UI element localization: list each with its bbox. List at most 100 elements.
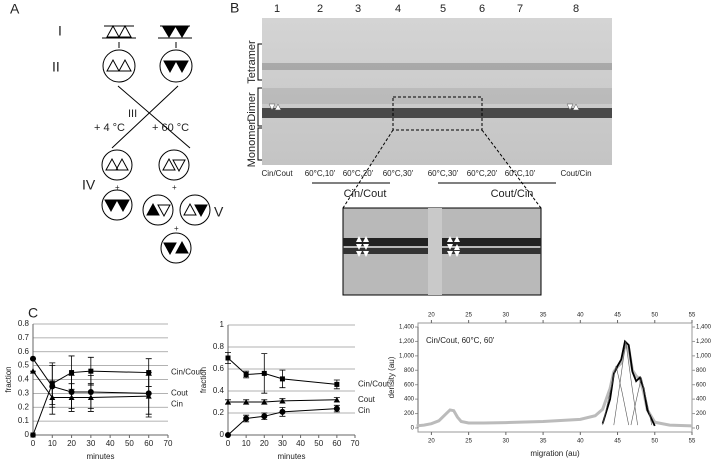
y2-tick-label: 1,200 xyxy=(696,339,712,345)
condition: + 60 °C xyxy=(152,122,189,134)
x-tick-label: 0 xyxy=(31,439,36,448)
marker xyxy=(88,368,94,374)
panel-label: B xyxy=(230,0,239,16)
x-tick-label: 70 xyxy=(164,439,173,448)
x-tick-label: 60 xyxy=(332,439,341,448)
x-tick-label: 30 xyxy=(86,439,95,448)
x-tick-label: 60 xyxy=(144,439,153,448)
marker xyxy=(243,415,250,422)
marker xyxy=(279,408,286,415)
y-tick-label: 0 xyxy=(25,430,30,439)
x-tick-label: 50 xyxy=(314,439,323,448)
lanes: 1 Cin/Cout 2 60°C,10' 3 60°C,20' 4 60°C,30' 5 60°… xyxy=(261,3,591,178)
marker xyxy=(225,432,231,438)
x-tick-label: 55 xyxy=(689,439,696,445)
series-line xyxy=(416,342,693,428)
marker xyxy=(30,432,36,438)
marker xyxy=(49,394,56,401)
marker xyxy=(334,381,340,387)
marker xyxy=(243,399,250,405)
lane-number: 5 xyxy=(440,3,446,15)
lane-number: 4 xyxy=(395,3,401,15)
marker xyxy=(243,372,249,377)
x-tick-label: 20 xyxy=(428,439,435,445)
x-axis-label: minutes xyxy=(277,452,305,461)
marker xyxy=(69,370,75,376)
y-tick-label: 0.2 xyxy=(18,402,30,411)
y2-tick-label: 1,400 xyxy=(696,325,712,331)
lane-label: 60°C,30' xyxy=(383,169,414,178)
y-tick-label: 0.4 xyxy=(213,386,225,395)
y-tick-label: 800 xyxy=(404,368,415,374)
band-label: Tetramer xyxy=(246,40,258,84)
x-tick-label: 40 xyxy=(106,439,115,448)
x2-tick-label: 30 xyxy=(503,313,510,319)
series-label: Cout xyxy=(358,395,376,404)
y-tick-label: 0 xyxy=(411,426,415,432)
marker xyxy=(87,394,94,401)
marker xyxy=(261,370,267,376)
x2-tick-label: 25 xyxy=(465,313,472,319)
lane-label: 60°C,20' xyxy=(467,169,498,178)
step-label: IV xyxy=(82,177,96,193)
x-tick-label: 25 xyxy=(465,439,472,445)
panel-a: A I II III IV V + 4 °C + 60 °C + + + xyxy=(10,1,224,264)
x-tick-label: 70 xyxy=(351,439,360,448)
series-line xyxy=(613,341,638,426)
y-axis-label: fraction xyxy=(4,366,13,392)
y-tick-label: 0 xyxy=(220,430,225,439)
panel-b: B Tetramer Dimer Monomer Cin/Cout Cout/C… xyxy=(230,0,612,296)
plus: + xyxy=(174,224,179,233)
lane-label: 60°C,20' xyxy=(343,169,374,178)
lane-number: 1 xyxy=(274,3,280,15)
gel xyxy=(262,18,612,296)
band-label: Dimer xyxy=(246,92,258,122)
marker xyxy=(333,405,340,412)
y-tick-label: 0.6 xyxy=(213,364,225,373)
y-tick-label: 0.7 xyxy=(18,333,30,342)
series-line xyxy=(602,365,630,426)
series-label: Cin xyxy=(171,399,183,408)
chart-title: Cin/Cout, 60°C, 60' xyxy=(426,336,495,345)
lane-label: 60°C,30' xyxy=(428,169,459,178)
x-tick-label: 45 xyxy=(614,439,621,445)
x2-tick-label: 40 xyxy=(577,313,584,319)
diagram xyxy=(101,24,211,264)
series-label: Cin/Cout xyxy=(171,368,203,377)
series-label: Cin xyxy=(358,406,370,415)
lane-label: 60°C,10' xyxy=(505,169,536,178)
lane-label: Cin/Cout xyxy=(261,169,293,178)
series-label: Cout xyxy=(171,388,189,397)
charts: 00.10.20.30.40.50.60.70.80 10 20 30 40 50 60 70… xyxy=(4,313,712,462)
x-axis-label: migration (au) xyxy=(530,449,580,458)
y-tick-label: 1 xyxy=(220,320,225,329)
y-tick-label: 0.8 xyxy=(213,342,225,351)
y2-tick-label: 1,000 xyxy=(696,353,712,359)
series-line xyxy=(630,377,653,426)
x-tick-label: 0 xyxy=(226,439,231,448)
marker xyxy=(30,355,36,362)
step-label: III xyxy=(128,108,137,120)
x-tick-label: 20 xyxy=(260,439,269,448)
y-tick-label: 600 xyxy=(404,382,415,388)
marker xyxy=(68,394,75,401)
marker xyxy=(30,368,36,374)
x-tick-label: 50 xyxy=(651,439,658,445)
y-tick-label: 1,200 xyxy=(399,339,415,345)
group-label: Cout/Cin xyxy=(491,188,534,200)
y-tick-label: 0.1 xyxy=(18,416,30,425)
step-label: V xyxy=(214,204,224,220)
x-tick-label: 30 xyxy=(503,439,510,445)
lane-number: 8 xyxy=(573,3,579,15)
step-label: I xyxy=(58,23,62,39)
lane-number: 2 xyxy=(317,3,323,15)
marker xyxy=(261,399,268,405)
y2-tick-label: 600 xyxy=(696,382,707,388)
y-axis-label: density (au) xyxy=(387,356,396,398)
marker xyxy=(333,396,340,403)
y-tick-label: 0.5 xyxy=(18,361,30,370)
group-label: Cin/Cout xyxy=(344,188,387,200)
x2-tick-label: 50 xyxy=(651,313,658,319)
y-tick-label: 1,400 xyxy=(399,325,415,331)
